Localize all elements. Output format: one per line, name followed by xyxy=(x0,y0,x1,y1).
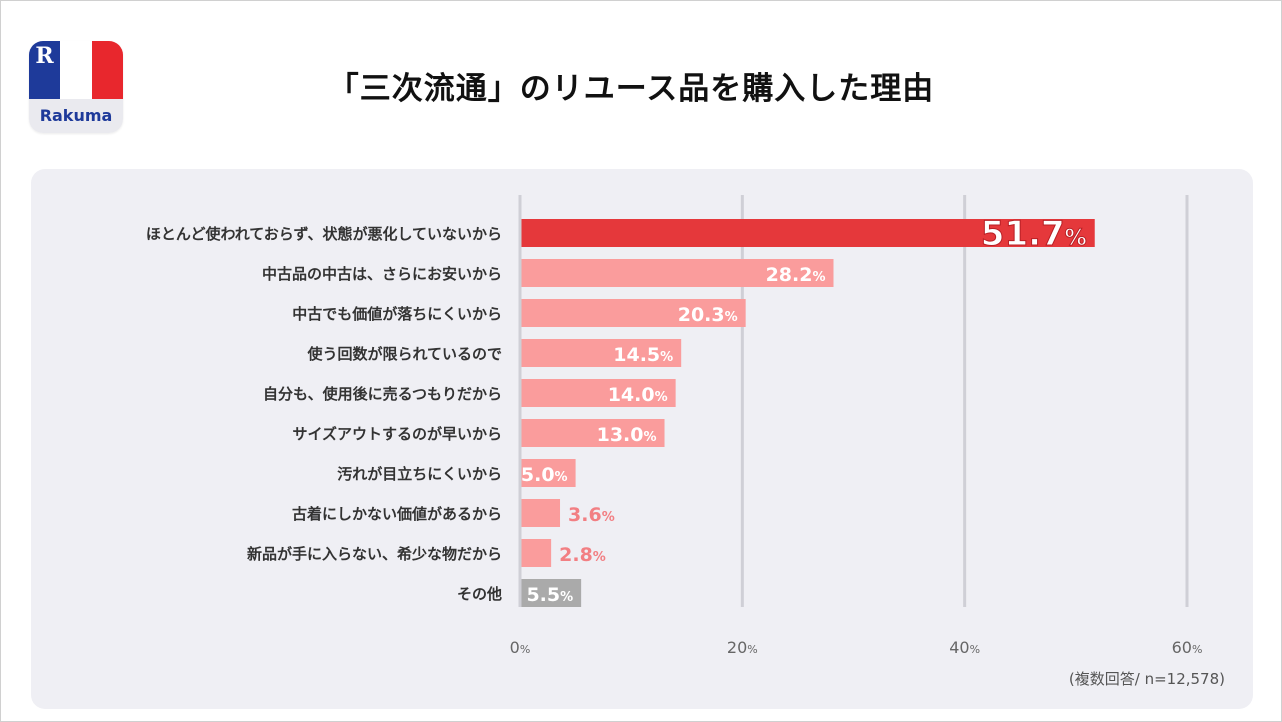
x-tick-label: 20% xyxy=(727,638,758,657)
value-label: 5.5% xyxy=(526,584,573,606)
bar xyxy=(520,379,676,407)
x-tick-label: 0% xyxy=(510,638,531,657)
bar xyxy=(520,259,834,287)
bar-chart: 0% 20% 40% 60% ほとんど使われておらず、状態が悪化していないから 51.7%… xyxy=(146,195,1203,657)
category-label: 古着にしかない価値があるから xyxy=(292,505,502,523)
chart-panel: 0% 20% 40% 60% ほとんど使われておらず、状態が悪化していないから 51.7%… xyxy=(31,169,1253,709)
value-label: 14.5% xyxy=(613,344,673,366)
bar xyxy=(520,579,582,607)
category-label: 使う回数が限られているので xyxy=(306,345,502,363)
category-label: その他 xyxy=(457,585,502,603)
chart-title: 「三次流通」のリユース品を購入した理由 xyxy=(327,71,935,107)
category-label: サイズアウトするのが早いから xyxy=(292,425,502,443)
value-label: 28.2% xyxy=(766,264,826,286)
category-label: ほとんど使われておらず、状態が悪化していないから xyxy=(146,225,502,243)
value-label: 2.8% xyxy=(559,544,606,566)
x-tick-label: 40% xyxy=(949,638,980,657)
category-label: 中古でも価値が落ちにくいから xyxy=(292,305,502,323)
flag-blue-stripe xyxy=(29,41,60,99)
category-label: 自分も、使用後に売るつもりだから xyxy=(263,385,502,403)
value-label: 14.0% xyxy=(608,384,668,406)
bar xyxy=(520,419,665,447)
flag-red-stripe xyxy=(92,41,123,99)
bar xyxy=(520,219,1095,247)
category-label: 新品が手に入らない、希少な物だから xyxy=(247,545,502,563)
value-label: 20.3% xyxy=(678,304,738,326)
value-label: 5.0% xyxy=(521,464,568,486)
value-label: 51.7% xyxy=(981,214,1087,254)
sample-note: (複数回答/ n=12,578) xyxy=(1068,670,1225,688)
bar xyxy=(520,539,552,567)
logo-text: Rakuma xyxy=(29,99,123,133)
bar xyxy=(520,339,682,367)
logo-mark: R xyxy=(35,43,54,69)
bar xyxy=(520,499,561,527)
x-tick-label: 60% xyxy=(1172,638,1203,657)
value-label: 3.6% xyxy=(568,504,615,526)
bar xyxy=(520,459,576,487)
bar xyxy=(520,299,746,327)
flag-white-stripe xyxy=(60,41,92,99)
rakuma-logo: R Rakuma xyxy=(29,41,123,133)
category-label: 中古品の中古は、さらにお安いから xyxy=(262,265,502,283)
category-label: 汚れが目立ちにくいから xyxy=(337,465,502,483)
value-label: 13.0% xyxy=(597,424,657,446)
